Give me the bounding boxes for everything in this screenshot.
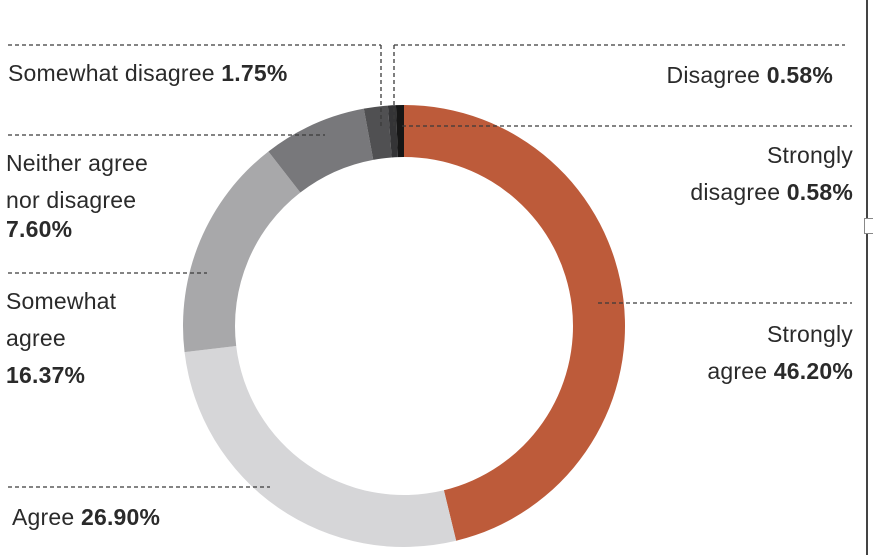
- slice-disagree: [387, 105, 398, 158]
- label-agree: Agree 26.90%: [12, 504, 161, 530]
- window-border: [866, 0, 868, 555]
- slice-somewhat-agree: [183, 151, 301, 353]
- slice-agree: [184, 345, 457, 547]
- slice-strongly-agree: [404, 105, 626, 541]
- label-strongly-agree: Strongly agree 46.20%: [707, 321, 853, 384]
- slice-neither: [268, 108, 374, 193]
- label-disagree: Disagree 0.58%: [666, 62, 833, 88]
- slice-strongly-disagree: [395, 105, 404, 158]
- resize-handle[interactable]: [864, 218, 873, 234]
- label-neither: Neither agree nor disagree 7.60%: [6, 150, 148, 242]
- label-strongly-disagree: Strongly disagree 0.58%: [690, 142, 853, 205]
- label-somewhat-disagree: Somewhat disagree 1.75%: [8, 60, 288, 86]
- label-somewhat-agree: Somewhat agree 16.37%: [6, 288, 117, 388]
- slice-somewhat-disagree: [363, 105, 392, 160]
